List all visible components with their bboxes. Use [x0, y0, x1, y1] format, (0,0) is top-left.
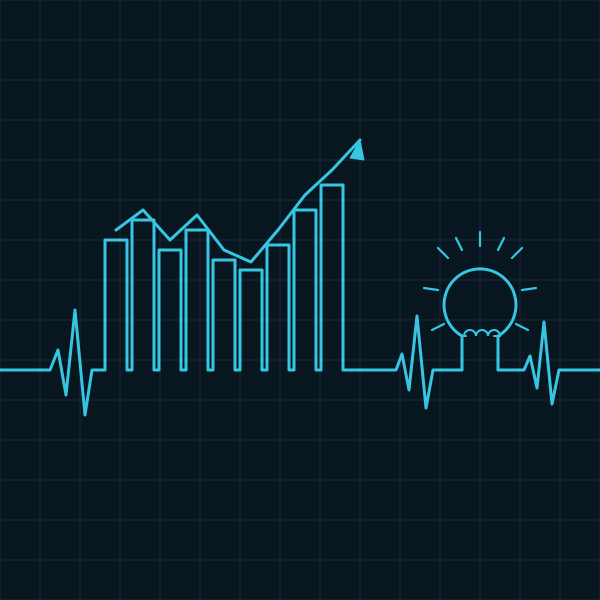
background — [0, 0, 600, 600]
heartbeat-chart-infographic — [0, 0, 600, 600]
